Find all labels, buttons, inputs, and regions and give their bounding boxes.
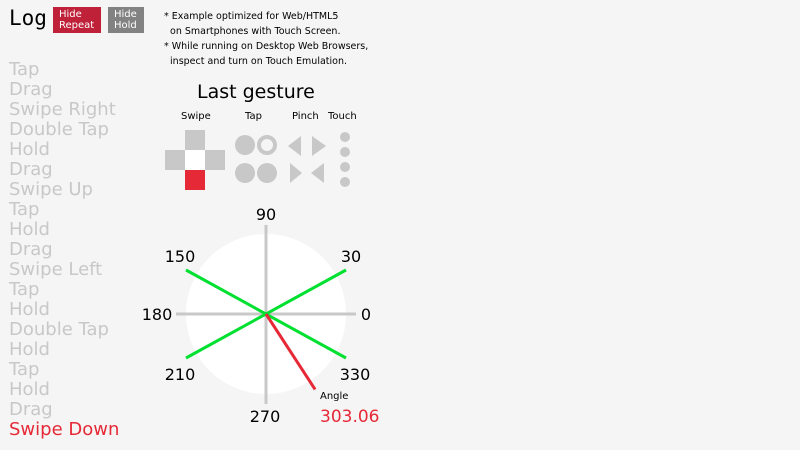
pinch-out-right-icon — [312, 136, 326, 156]
log-item: Hold — [9, 139, 50, 160]
last-gesture-title: Last gesture — [197, 81, 315, 103]
log-item: Tap — [9, 199, 40, 220]
swipe-down-square — [185, 170, 205, 190]
tick-210: 210 — [165, 365, 196, 384]
swipe-up-square — [185, 130, 205, 150]
tap-icon — [235, 135, 255, 155]
tick-180: 180 — [142, 305, 173, 324]
log-item: Tap — [9, 59, 40, 80]
tick-90: 90 — [256, 205, 276, 224]
log-item: Hold — [9, 339, 50, 360]
tick-150: 150 — [165, 247, 196, 266]
angle-label: Angle — [320, 391, 348, 402]
log-item: Hold — [9, 379, 50, 400]
log-item: Tap — [9, 359, 40, 380]
log-item: Drag — [9, 79, 53, 100]
angle-needle — [264, 313, 317, 391]
note-line: * Example optimized for Web/HTML5 — [164, 11, 339, 22]
log-item: Swipe Down — [9, 419, 120, 440]
gesture-log-list: Tap Drag Swipe Right Double Tap Hold Drag Swip… — [9, 60, 119, 440]
touch-indicator — [340, 132, 350, 187]
note-line: inspect and turn on Touch Emulation. — [164, 56, 348, 67]
swipe-label: Swipe — [181, 111, 211, 122]
pinch-out-left-icon — [288, 136, 301, 156]
note-line: on Smartphones with Touch Screen. — [164, 26, 341, 37]
swipe-left-square — [165, 150, 185, 170]
touch-point-icon — [340, 177, 350, 187]
hold-ring-icon — [257, 135, 277, 155]
angle-value: 303.06 — [320, 407, 379, 427]
log-item: Double Tap — [9, 119, 109, 140]
log-item: Drag — [9, 239, 53, 260]
touch-point-icon — [340, 132, 350, 142]
touch-point-icon — [340, 147, 350, 157]
log-title: Log — [9, 6, 47, 30]
log-item: Hold — [9, 299, 50, 320]
swipe-indicator — [165, 130, 225, 190]
tap-label: Tap — [245, 111, 262, 122]
angle-dial: 90 30 0 330 270 210 180 150 Angle 303.06 — [142, 205, 380, 427]
pinch-in-left-icon — [290, 163, 302, 183]
tick-0: 0 — [361, 305, 371, 324]
swipe-right-square — [205, 150, 225, 170]
touch-point-icon — [340, 162, 350, 172]
pinch-in-right-icon — [311, 163, 324, 183]
note-line: * While running on Desktop Web Browsers, — [164, 41, 369, 52]
double-tap-icon — [257, 163, 277, 183]
pinch-indicator — [288, 136, 326, 183]
tick-330: 330 — [340, 365, 371, 384]
double-tap-icon — [235, 163, 255, 183]
log-item: Drag — [9, 159, 53, 180]
log-item: Swipe Up — [9, 179, 93, 200]
pinch-label: Pinch — [292, 111, 319, 122]
log-item: Swipe Left — [9, 259, 103, 280]
swipe-center-square — [185, 150, 205, 170]
hide-hold-button[interactable]: Hide Hold — [108, 7, 144, 33]
log-item: Double Tap — [9, 319, 109, 340]
log-item: Drag — [9, 399, 53, 420]
tap-indicator — [235, 135, 277, 183]
tick-270: 270 — [250, 407, 281, 426]
log-item: Tap — [9, 279, 40, 300]
hide-repeat-button[interactable]: Hide Repeat — [53, 7, 101, 33]
log-item: Hold — [9, 219, 50, 240]
log-item: Swipe Right — [9, 99, 116, 120]
touch-label: Touch — [328, 111, 357, 122]
tick-30: 30 — [341, 247, 361, 266]
